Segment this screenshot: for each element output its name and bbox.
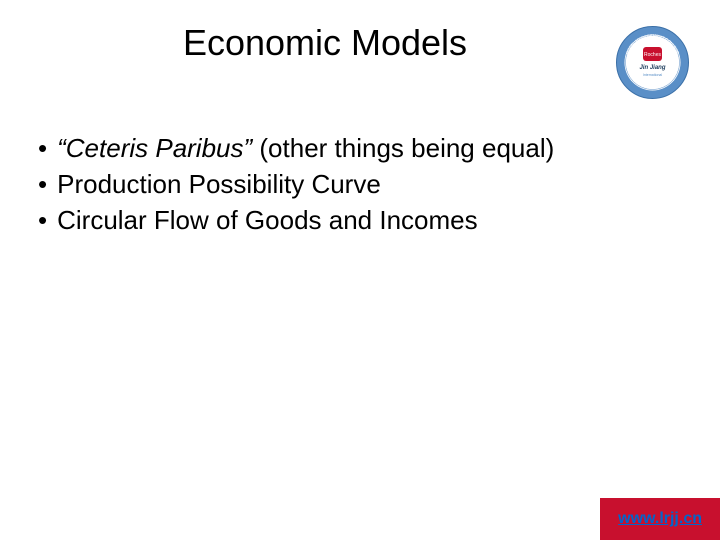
- bullet-text: Circular Flow of Goods and Incomes: [57, 204, 660, 238]
- bullet-marker: •: [38, 132, 47, 166]
- bullet-text: Production Possibility Curve: [57, 168, 660, 202]
- bullet-item: • Production Possibility Curve: [38, 168, 660, 202]
- bullet-text: “Ceteris Paribus” (other things being eq…: [57, 132, 660, 166]
- organization-logo: Roches Jin Jiang International HOTEL MAN…: [615, 25, 690, 100]
- svg-text:International: International: [643, 73, 662, 77]
- footer-bar: www.lrjj.cn: [600, 498, 720, 540]
- bullet-list: • “Ceteris Paribus” (other things being …: [38, 132, 660, 239]
- bullet-marker: •: [38, 204, 47, 238]
- bullet-marker: •: [38, 168, 47, 202]
- footer-link[interactable]: www.lrjj.cn: [618, 510, 702, 528]
- slide-title: Economic Models: [0, 22, 720, 64]
- svg-text:Roches: Roches: [644, 52, 661, 58]
- bullet-item: • Circular Flow of Goods and Incomes: [38, 204, 660, 238]
- bullet-item: • “Ceteris Paribus” (other things being …: [38, 132, 660, 166]
- svg-text:Jin Jiang: Jin Jiang: [639, 65, 665, 71]
